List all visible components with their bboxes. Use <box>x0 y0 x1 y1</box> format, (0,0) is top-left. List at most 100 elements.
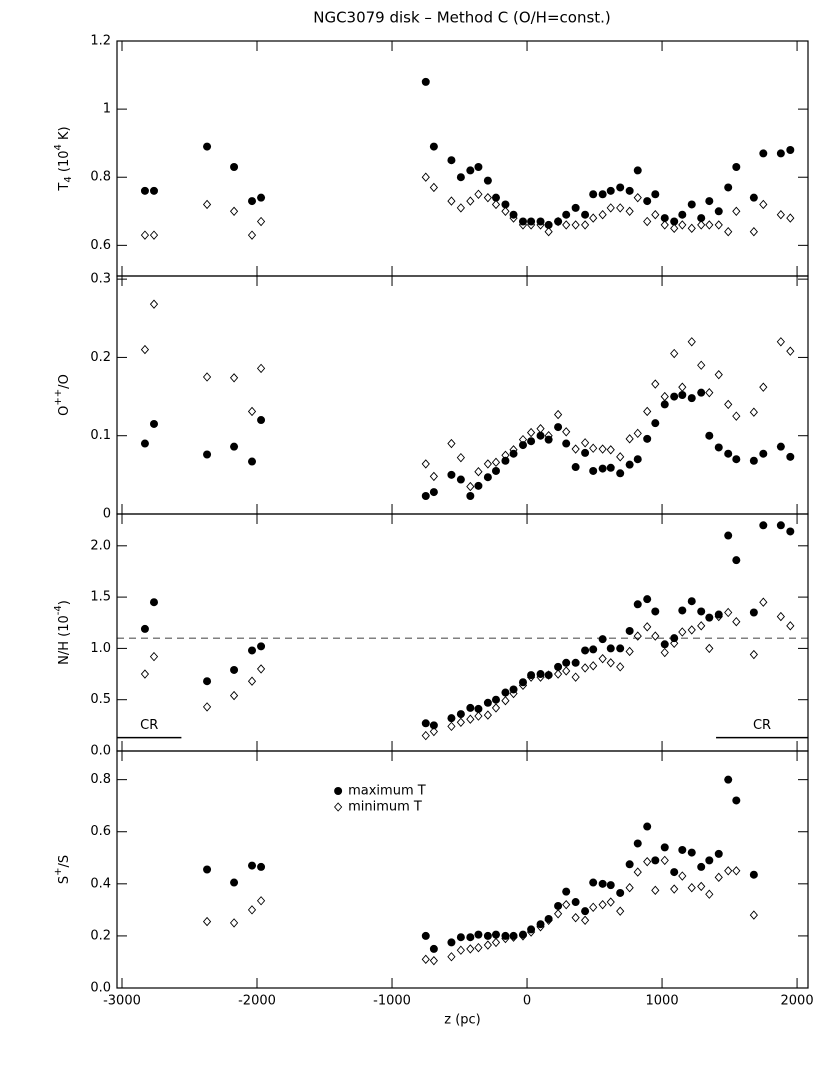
data-point <box>483 192 492 203</box>
data-point <box>697 881 706 892</box>
data-point <box>580 915 590 925</box>
data-point <box>660 220 669 230</box>
data-point <box>697 621 706 631</box>
data-point <box>759 449 768 458</box>
data-point <box>554 662 563 671</box>
data-point <box>598 653 607 664</box>
data-point <box>606 186 615 195</box>
data-point <box>705 387 714 398</box>
data-point <box>732 556 741 565</box>
data-point <box>606 881 615 890</box>
data-point <box>786 621 795 631</box>
data-point <box>562 887 571 896</box>
data-point <box>625 626 634 635</box>
data-point <box>705 220 714 230</box>
data-point <box>687 848 696 857</box>
data-point <box>714 610 723 619</box>
data-point <box>466 481 475 492</box>
data-point <box>580 663 590 673</box>
data-point <box>509 213 518 223</box>
y-tick-label: 0.0 <box>90 981 111 996</box>
data-point <box>140 186 149 195</box>
data-point <box>562 899 571 910</box>
data-point <box>456 203 465 213</box>
data-point <box>554 901 563 910</box>
data-point <box>759 382 768 392</box>
y-label-part: -4 <box>53 605 64 615</box>
data-point <box>616 183 625 192</box>
data-point <box>678 382 687 392</box>
y-label-part: T <box>57 183 72 192</box>
data-point <box>633 867 642 877</box>
y-tick-label: 1.5 <box>90 590 111 605</box>
data-point <box>491 466 500 475</box>
y-tick-label: 0.1 <box>90 428 111 443</box>
data-point <box>580 220 590 230</box>
y-tick-label: 0.3 <box>90 272 111 287</box>
data-point <box>491 703 501 713</box>
data-point <box>466 714 475 724</box>
data-point <box>759 521 768 530</box>
data-point <box>633 839 642 848</box>
data-point <box>697 388 706 397</box>
data-point <box>571 203 580 212</box>
data-point <box>660 640 669 649</box>
data-point <box>527 925 536 934</box>
data-point <box>633 428 642 439</box>
data-point <box>776 442 785 451</box>
data-point <box>724 183 733 192</box>
data-point <box>697 360 706 370</box>
data-point <box>536 423 545 434</box>
data-point <box>687 883 696 893</box>
data-point <box>633 166 642 175</box>
y-tick-label: 0.6 <box>90 824 111 839</box>
data-point <box>571 220 580 230</box>
data-point <box>678 391 687 399</box>
data-point <box>544 227 553 237</box>
data-point <box>678 220 687 230</box>
plot-frame <box>116 40 809 277</box>
data-point <box>466 196 475 206</box>
data-point <box>229 918 239 928</box>
data-point <box>509 932 518 942</box>
data-point <box>483 940 492 950</box>
data-point <box>230 163 239 172</box>
data-point <box>562 658 571 667</box>
data-point <box>483 459 492 469</box>
data-point <box>660 855 669 866</box>
data-point <box>670 348 679 359</box>
data-point <box>759 199 768 210</box>
plot-frame <box>116 750 809 989</box>
data-point <box>483 698 492 707</box>
data-point <box>616 644 625 653</box>
data-point <box>687 394 696 403</box>
data-point <box>248 646 257 655</box>
data-point <box>421 931 430 940</box>
data-point <box>447 156 456 165</box>
data-point <box>651 210 660 220</box>
data-point <box>633 192 642 203</box>
data-point <box>616 469 625 478</box>
data-point <box>776 521 785 530</box>
data-point <box>749 407 758 417</box>
data-point <box>466 491 475 500</box>
data-point <box>256 896 266 906</box>
data-point <box>334 802 343 812</box>
data-point <box>786 145 795 154</box>
data-point <box>501 450 510 460</box>
y-label-part: /S <box>57 855 72 868</box>
data-point <box>544 914 553 923</box>
data-point <box>501 931 510 940</box>
data-point <box>527 437 536 446</box>
y-tick-label: 0.2 <box>90 350 111 365</box>
data-point <box>660 647 669 658</box>
data-point <box>687 200 696 209</box>
data-point <box>491 930 500 939</box>
data-point <box>447 714 456 723</box>
data-point <box>536 922 545 932</box>
data-point <box>248 861 257 870</box>
y-label-part: ) <box>57 600 72 605</box>
data-point <box>589 878 598 887</box>
data-point <box>474 942 483 953</box>
